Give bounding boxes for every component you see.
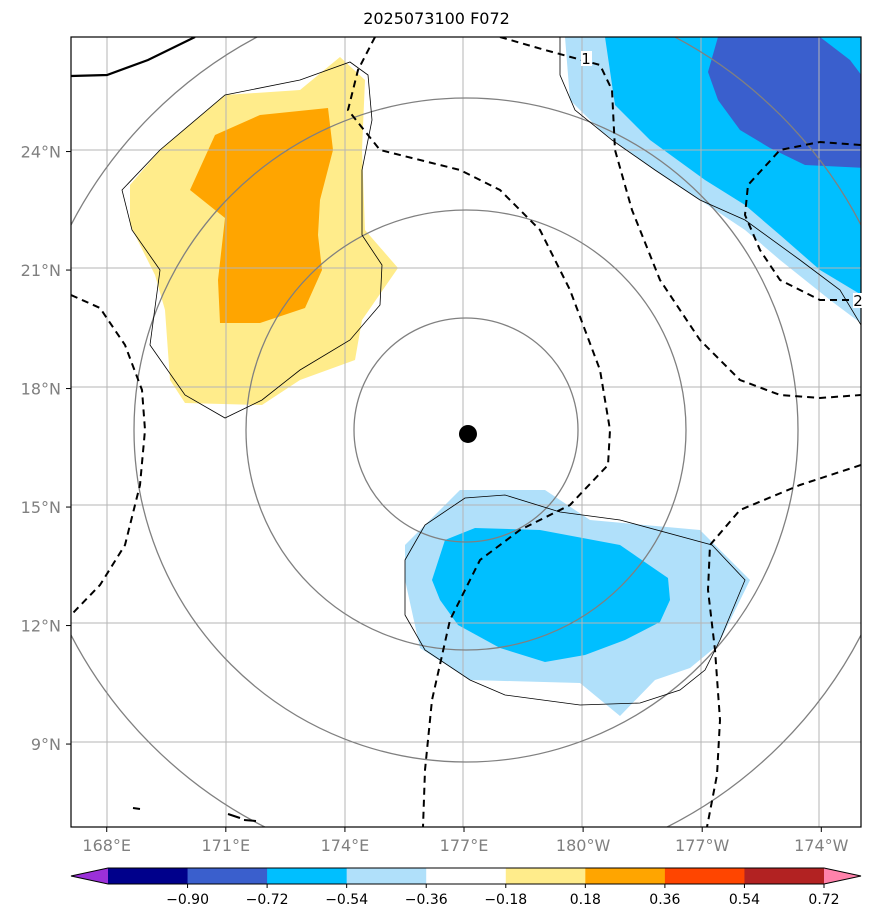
- x-axis-ticks: 168°E 171°E 174°E 177°E 180°W 177°W 174°W: [82, 827, 849, 855]
- contour-label-bg: [853, 293, 864, 308]
- colorbar-tick-label: 0.72: [808, 892, 839, 908]
- colorbar-tick-label: −0.36: [405, 892, 448, 908]
- x-tick-label: 168°E: [82, 836, 131, 855]
- center-marker: [458, 424, 477, 443]
- colorbar-extend-high: [824, 868, 861, 884]
- thin-contours: [121, 37, 861, 706]
- x-tick-label: 174°E: [321, 836, 370, 855]
- colorbar-bin: [664, 868, 745, 884]
- y-tick-label: 18°N: [21, 380, 61, 399]
- range-rings: [71, 37, 861, 827]
- colorbar-bin: [267, 868, 348, 884]
- y-tick-label: 21°N: [21, 261, 61, 280]
- x-tick-label: 180°W: [556, 836, 611, 855]
- colorbar-bin: [187, 868, 268, 884]
- negative-anomaly-south-mid-fill: [432, 528, 670, 662]
- contour-label: 1: [581, 50, 591, 68]
- coastline: [71, 37, 196, 78]
- dashed-contours: [71, 37, 861, 827]
- island-marks: [132, 807, 257, 822]
- y-tick-label: 12°N: [21, 617, 61, 636]
- colorbar-bin: [108, 868, 189, 884]
- colorbar-extend-low: [71, 868, 108, 884]
- chart-title: 2025073100 F072: [363, 9, 510, 28]
- y-axis-ticks: 24°N 21°N 18°N 15°N 12°N 9°N: [21, 143, 71, 754]
- x-tick-label: 177°E: [440, 836, 489, 855]
- colorbar-bin: [505, 868, 586, 884]
- contour-labels: 12: [581, 50, 864, 310]
- colorbar-tick-label: −0.18: [484, 892, 527, 908]
- colorbar-tick-label: −0.72: [246, 892, 289, 908]
- x-tick-label: 177°W: [675, 836, 730, 855]
- colorbar-bin: [744, 868, 825, 884]
- colorbar-tick-label: −0.90: [166, 892, 209, 908]
- colorbar-tick-label: 0.54: [729, 892, 760, 908]
- y-tick-label: 15°N: [21, 498, 61, 517]
- contour-label: 2: [853, 292, 863, 310]
- colorbar-tick-label: 0.36: [649, 892, 680, 908]
- x-tick-label: 174°W: [794, 836, 849, 855]
- colorbar-bin: [346, 868, 427, 884]
- contour-label-bg: [581, 51, 592, 66]
- negative-anomaly-northeast-dark-fill: [708, 37, 861, 168]
- colorbar-bin: [426, 868, 507, 884]
- y-tick-label: 24°N: [21, 143, 61, 162]
- colorbar: −0.90 −0.72 −0.54 −0.36 −0.18 0.18 0.36 0.54 0.7…: [70, 867, 862, 908]
- colorbar-tick-label: −0.54: [325, 892, 368, 908]
- colorbar-outline: [70, 867, 862, 885]
- colorbar-tick-label: 0.18: [570, 892, 601, 908]
- grid-lines: [71, 37, 861, 827]
- plot-frame: [70, 36, 862, 828]
- x-tick-label: 171°E: [201, 836, 250, 855]
- y-tick-label: 9°N: [31, 735, 61, 754]
- colorbar-bin: [585, 868, 666, 884]
